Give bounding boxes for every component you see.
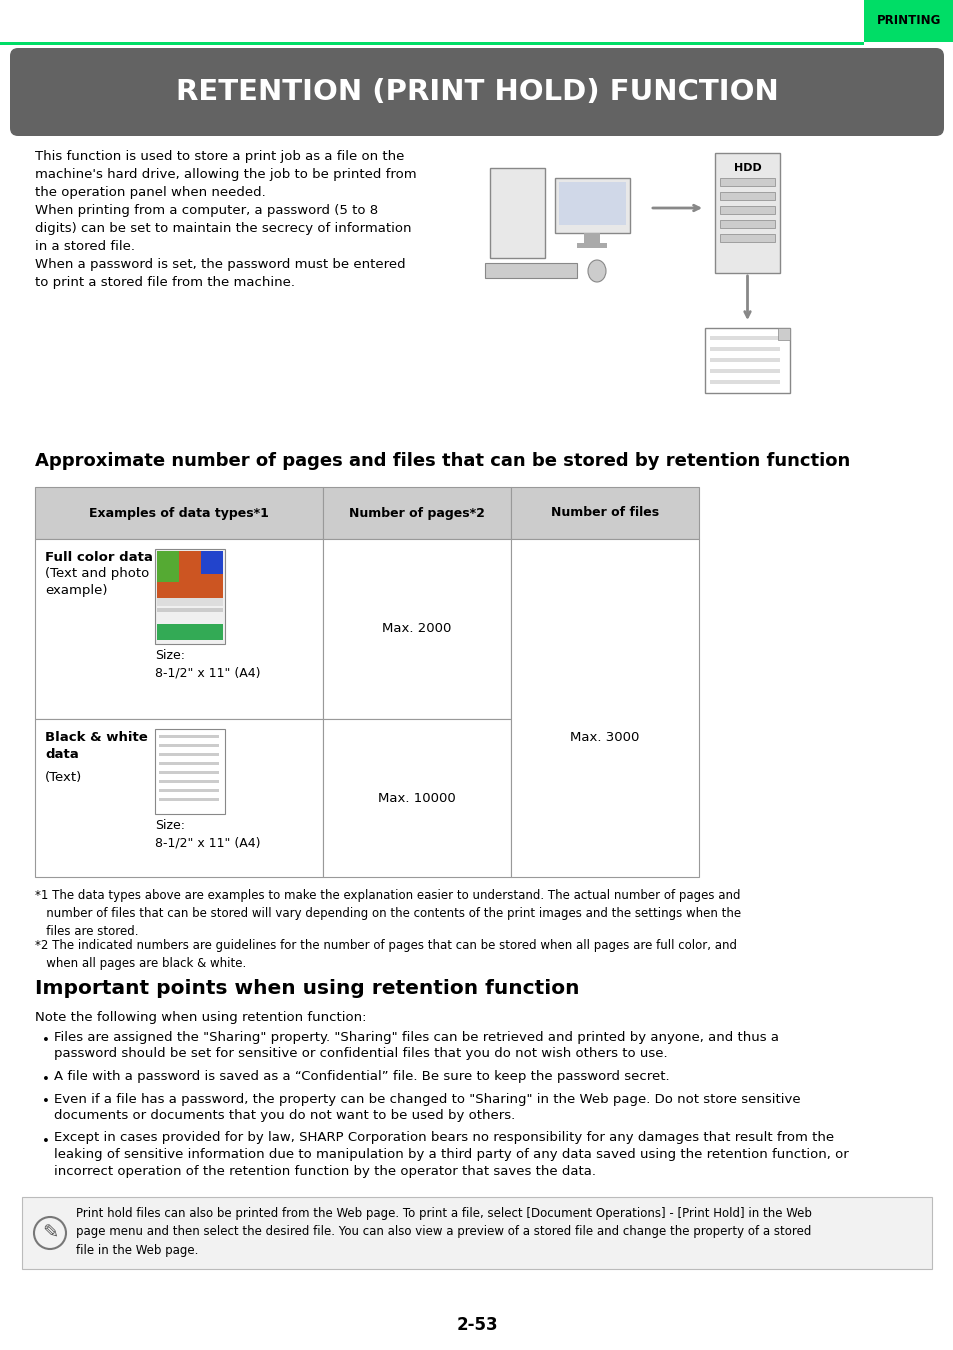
FancyBboxPatch shape <box>10 49 943 136</box>
Bar <box>159 753 219 756</box>
Text: PRINTING: PRINTING <box>876 15 941 27</box>
Bar <box>709 379 780 383</box>
Bar <box>709 347 780 351</box>
Bar <box>323 539 511 720</box>
Bar <box>22 1197 931 1269</box>
Bar <box>583 234 599 243</box>
Text: Even if a file has a password, the property can be changed to "Sharing" in the W: Even if a file has a password, the prope… <box>54 1092 800 1106</box>
Bar <box>159 798 219 801</box>
Bar <box>154 549 225 644</box>
Text: documents or documents that you do not want to be used by others.: documents or documents that you do not w… <box>54 1108 515 1122</box>
Text: (Text and photo
example): (Text and photo example) <box>45 567 149 597</box>
Bar <box>511 539 699 878</box>
Text: Important points when using retention function: Important points when using retention fu… <box>35 979 578 998</box>
Text: incorrect operation of the retention function by the operator that saves the dat: incorrect operation of the retention fun… <box>54 1165 596 1177</box>
Text: Size:
8-1/2" x 11" (A4): Size: 8-1/2" x 11" (A4) <box>154 649 260 679</box>
Bar <box>159 761 219 765</box>
Bar <box>154 729 225 814</box>
Text: in a stored file.: in a stored file. <box>35 240 135 252</box>
Text: 2-53: 2-53 <box>456 1316 497 1334</box>
Text: Size:
8-1/2" x 11" (A4): Size: 8-1/2" x 11" (A4) <box>154 819 260 849</box>
Bar <box>323 720 511 878</box>
Bar <box>511 487 699 539</box>
Text: leaking of sensitive information due to manipulation by a third party of any dat: leaking of sensitive information due to … <box>54 1148 848 1161</box>
Bar <box>159 734 219 738</box>
Bar <box>323 487 511 539</box>
Text: •: • <box>42 1034 50 1048</box>
Text: Full color data: Full color data <box>45 551 152 564</box>
Bar <box>159 771 219 774</box>
Bar <box>35 720 323 878</box>
Bar <box>558 182 625 225</box>
Bar <box>709 336 780 340</box>
Text: RETENTION (PRINT HOLD) FUNCTION: RETENTION (PRINT HOLD) FUNCTION <box>175 78 778 107</box>
Bar <box>201 551 223 574</box>
Bar <box>35 539 323 720</box>
Text: •: • <box>42 1134 50 1148</box>
Bar <box>157 608 223 612</box>
Bar <box>577 243 606 248</box>
Text: HDD: HDD <box>733 163 760 173</box>
Bar <box>490 167 544 258</box>
Text: •: • <box>42 1073 50 1085</box>
Bar <box>720 220 774 228</box>
Text: (Text): (Text) <box>45 771 82 784</box>
Text: digits) can be set to maintain the secrecy of information: digits) can be set to maintain the secre… <box>35 221 411 235</box>
Text: Max. 10000: Max. 10000 <box>377 791 456 805</box>
Text: This function is used to store a print job as a file on the: This function is used to store a print j… <box>35 150 404 163</box>
Text: Print hold files can also be printed from the Web page. To print a file, select : Print hold files can also be printed fro… <box>76 1207 811 1257</box>
Bar <box>863 0 953 42</box>
Bar <box>157 551 223 598</box>
Bar <box>720 207 774 215</box>
Bar <box>714 153 780 273</box>
Bar <box>157 551 179 582</box>
Text: *2 The indicated numbers are guidelines for the number of pages that can be stor: *2 The indicated numbers are guidelines … <box>35 940 737 971</box>
Bar <box>484 263 577 278</box>
Bar <box>157 624 223 640</box>
Bar <box>157 598 223 606</box>
Bar <box>778 328 789 340</box>
Text: machine's hard drive, allowing the job to be printed from: machine's hard drive, allowing the job t… <box>35 167 416 181</box>
Text: Approximate number of pages and files that can be stored by retention function: Approximate number of pages and files th… <box>35 452 849 470</box>
Bar <box>709 369 780 373</box>
Bar <box>555 178 629 234</box>
Bar <box>159 780 219 783</box>
Text: When a password is set, the password must be entered: When a password is set, the password mus… <box>35 258 405 271</box>
Text: Black & white
data: Black & white data <box>45 730 148 761</box>
Bar <box>720 192 774 200</box>
Bar <box>159 744 219 747</box>
Text: Except in cases provided for by law, SHARP Corporation bears no responsibility f: Except in cases provided for by law, SHA… <box>54 1131 833 1145</box>
Text: *1 The data types above are examples to make the explanation easier to understan: *1 The data types above are examples to … <box>35 890 740 938</box>
Text: A file with a password is saved as a “Confidential” file. Be sure to keep the pa: A file with a password is saved as a “Co… <box>54 1071 669 1083</box>
Text: to print a stored file from the machine.: to print a stored file from the machine. <box>35 275 294 289</box>
Text: Number of files: Number of files <box>551 506 659 520</box>
Bar <box>720 234 774 242</box>
Text: the operation panel when needed.: the operation panel when needed. <box>35 186 266 198</box>
Bar <box>709 358 780 362</box>
Bar <box>0 42 863 45</box>
Text: Note the following when using retention function:: Note the following when using retention … <box>35 1011 366 1025</box>
Bar <box>159 788 219 792</box>
Bar <box>35 487 323 539</box>
Text: Examples of data types*1: Examples of data types*1 <box>89 506 269 520</box>
Text: password should be set for sensitive or confidential files that you do not wish : password should be set for sensitive or … <box>54 1048 667 1061</box>
Text: Max. 2000: Max. 2000 <box>382 622 451 636</box>
Text: When printing from a computer, a password (5 to 8: When printing from a computer, a passwor… <box>35 204 377 217</box>
Ellipse shape <box>587 261 605 282</box>
Text: Files are assigned the "Sharing" property. "Sharing" files can be retrieved and : Files are assigned the "Sharing" propert… <box>54 1031 779 1044</box>
Text: Number of pages*2: Number of pages*2 <box>349 506 484 520</box>
Text: •: • <box>42 1095 50 1108</box>
Bar <box>704 328 789 393</box>
Text: Max. 3000: Max. 3000 <box>570 730 639 744</box>
Bar <box>720 178 774 186</box>
Text: ✎: ✎ <box>42 1223 58 1242</box>
